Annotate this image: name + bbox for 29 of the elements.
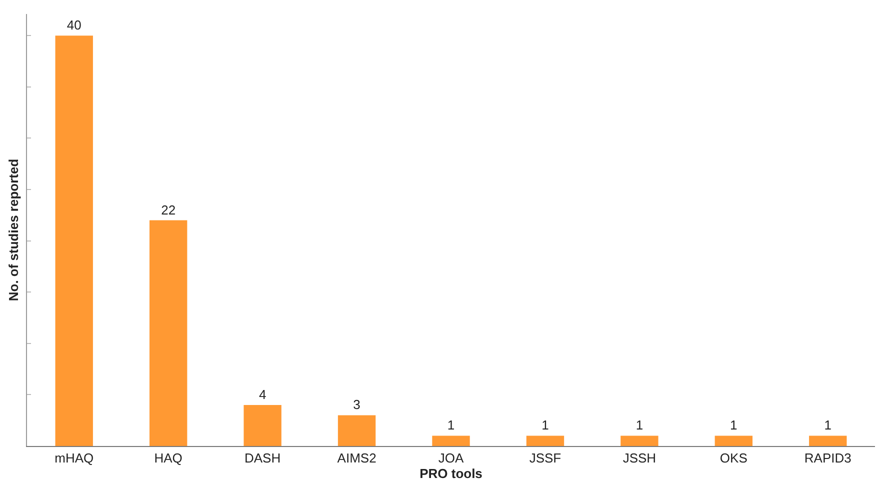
data-label: 1 <box>824 418 832 433</box>
x-tick-label: mHAQ <box>54 450 94 466</box>
y-axis-title: No. of studies reported <box>6 158 21 302</box>
data-label: 1 <box>636 418 644 433</box>
x-tick-label: JSSH <box>622 450 656 466</box>
bar <box>526 436 564 446</box>
bar <box>149 220 188 446</box>
x-tick-label: OKS <box>720 450 748 466</box>
data-label: 3 <box>353 397 360 412</box>
bar <box>432 436 470 446</box>
bar <box>620 436 658 446</box>
data-label: 40 <box>66 18 82 33</box>
x-axis-title: PRO tools <box>420 466 482 482</box>
x-tick-label: AIMS2 <box>337 450 376 466</box>
bar <box>244 404 282 446</box>
bar <box>714 436 753 446</box>
data-label: 1 <box>447 418 455 433</box>
data-label: 22 <box>161 202 176 218</box>
x-tick-label: JSSF <box>529 450 562 466</box>
x-tick-label: HAQ <box>154 450 182 466</box>
bar <box>55 36 93 446</box>
bar <box>338 415 376 446</box>
bar <box>809 436 847 446</box>
data-label: 4 <box>258 386 266 402</box>
data-label: 1 <box>542 418 549 433</box>
x-tick-label: DASH <box>244 450 281 466</box>
data-label: 1 <box>730 418 738 433</box>
x-tick-label: JOA <box>438 450 464 466</box>
x-tick-label: RAPID3 <box>804 450 852 466</box>
